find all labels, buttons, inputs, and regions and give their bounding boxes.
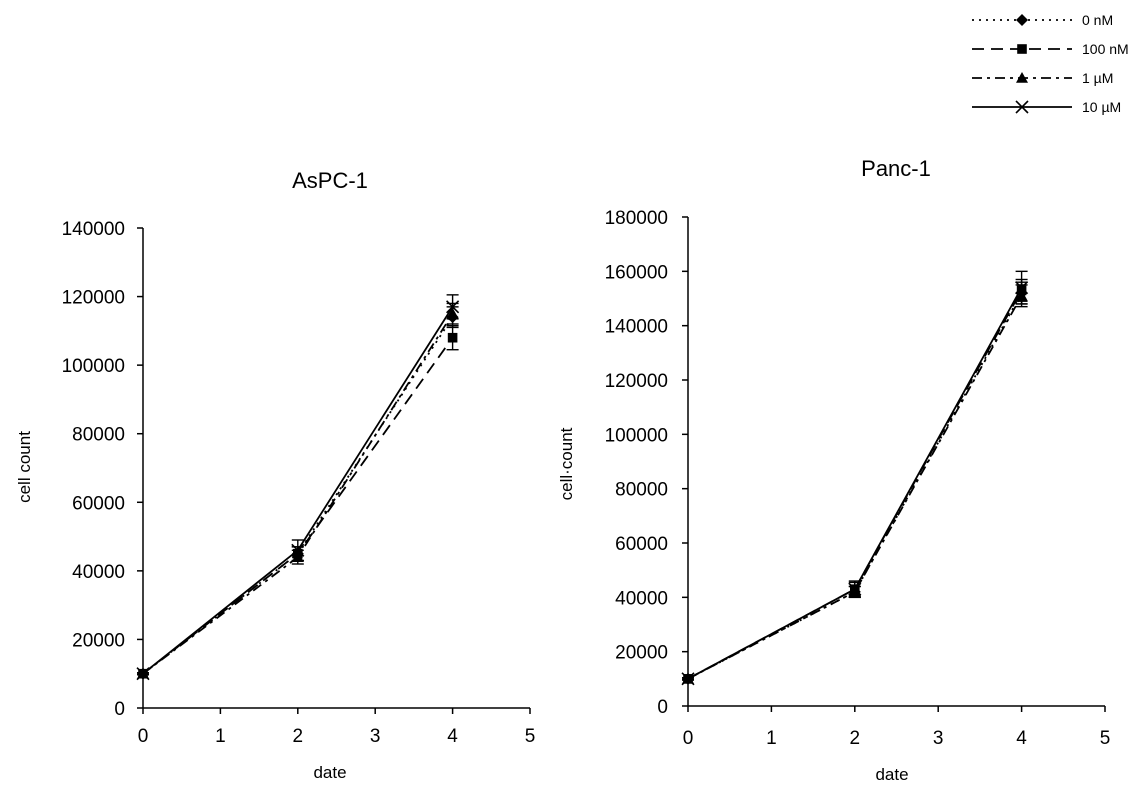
legend-marker [1016,14,1028,26]
chart-title: Panc-1 [861,156,931,181]
y-tick-label: 0 [114,699,125,720]
x-axis-label: date [313,763,346,782]
data-point [1015,281,1029,295]
x-tick-label: 2 [293,726,304,747]
data-point [848,582,862,596]
series-line [687,287,1023,680]
y-tick-label: 100000 [62,356,125,377]
series-2 [682,284,1028,684]
x-tick-label: 3 [370,726,381,747]
x-marker-stroke [291,543,305,557]
y-tick-label: 20000 [72,630,125,651]
legend-entry: 0 nM [972,12,1113,28]
x-tick-label: 3 [933,728,944,749]
series-2 [137,302,459,679]
series-line [142,306,454,675]
data-point [447,332,458,343]
series-line [142,316,454,675]
x-marker-stroke [1015,281,1029,295]
chart-title: AsPC-1 [292,168,368,193]
x-marker-stroke [136,667,150,681]
x-marker-stroke [848,582,862,596]
legend-label: 1 µM [1082,70,1113,86]
y-tick-label: 80000 [72,425,125,446]
x-marker-stroke [446,300,460,314]
series-0 [137,306,459,680]
x-axis-label: date [875,765,908,784]
series-line [687,292,1023,680]
series-1 [682,278,1028,684]
series-line [142,313,454,675]
series-1 [137,325,459,679]
x-tick-label: 5 [525,726,536,747]
x-tick-label: 4 [447,726,458,747]
x-tick-label: 1 [766,728,777,749]
x-marker-stroke [1015,100,1029,114]
legend-marker [1016,72,1028,83]
y-tick-label: 140000 [62,219,125,240]
x-tick-label: 0 [683,728,694,749]
legend-label: 100 nM [1082,41,1129,57]
x-tick-label: 0 [138,726,149,747]
y-tick-label: 80000 [615,480,668,501]
data-point [681,672,695,686]
y-tick-label: 40000 [615,588,668,609]
y-tick-label: 40000 [72,562,125,583]
x-tick-label: 4 [1016,728,1027,749]
x-tick-label: 2 [850,728,861,749]
data-point [291,543,305,557]
y-tick-label: 0 [657,697,668,718]
y-tick-label: 60000 [72,493,125,514]
data-point [446,300,460,314]
series-0 [682,281,1028,685]
y-tick-label: 120000 [62,288,125,309]
legend-entry: 1 µM [972,70,1113,86]
y-axis-label: cell count [15,431,34,503]
series-3 [681,270,1029,686]
x-tick-label: 5 [1100,728,1111,749]
y-tick-label: 160000 [605,262,668,283]
legend-label: 10 µM [1082,99,1121,115]
y-tick-label: 140000 [605,317,668,338]
legend-marker [1017,44,1027,54]
series-line [687,295,1023,680]
chart-aspc1: AsPC-1 date cell count 0 20000 40000 60000 8… [15,168,535,782]
y-tick-label: 180000 [605,208,668,229]
y-axis-label: cell·count [557,427,576,500]
legend-label: 0 nM [1082,12,1113,28]
legend: 0 nM 100 nM 1 µM 10 µM [972,12,1129,115]
data-point [136,667,150,681]
y-tick-label: 100000 [605,425,668,446]
legend-entry: 100 nM [972,41,1129,57]
x-marker-stroke [681,672,695,686]
legend-marker [1015,100,1029,114]
y-tick-label: 20000 [615,643,668,664]
x-tick-label: 1 [215,726,226,747]
chart-panc1: Panc-1 date cell·count 0 20000 40000 60000 8… [557,156,1110,784]
y-tick-label: 60000 [615,534,668,555]
y-tick-label: 120000 [605,371,668,392]
series-3 [136,294,460,681]
legend-entry: 10 µM [972,99,1121,115]
series-line [687,289,1023,680]
